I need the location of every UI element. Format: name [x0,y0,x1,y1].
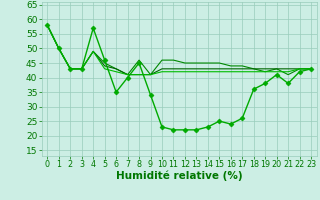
X-axis label: Humidité relative (%): Humidité relative (%) [116,171,243,181]
